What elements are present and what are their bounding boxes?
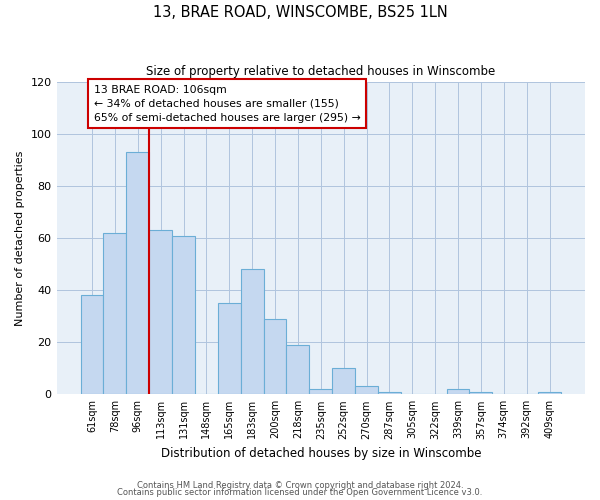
Bar <box>310 389 332 394</box>
Bar <box>446 389 469 394</box>
Bar <box>149 230 172 394</box>
Bar <box>332 368 355 394</box>
Bar <box>218 303 241 394</box>
Bar <box>538 392 561 394</box>
Y-axis label: Number of detached properties: Number of detached properties <box>15 150 25 326</box>
Title: Size of property relative to detached houses in Winscombe: Size of property relative to detached ho… <box>146 65 496 78</box>
Bar <box>355 386 378 394</box>
Bar <box>80 296 103 394</box>
Bar <box>127 152 149 394</box>
Bar <box>172 236 195 394</box>
Text: Contains HM Land Registry data © Crown copyright and database right 2024.: Contains HM Land Registry data © Crown c… <box>137 480 463 490</box>
Bar <box>378 392 401 394</box>
Text: 13, BRAE ROAD, WINSCOMBE, BS25 1LN: 13, BRAE ROAD, WINSCOMBE, BS25 1LN <box>152 5 448 20</box>
Text: 13 BRAE ROAD: 106sqm
← 34% of detached houses are smaller (155)
65% of semi-deta: 13 BRAE ROAD: 106sqm ← 34% of detached h… <box>94 84 361 122</box>
Bar <box>286 345 310 395</box>
Bar <box>263 319 286 394</box>
Bar <box>469 392 493 394</box>
Bar <box>103 233 127 394</box>
Bar <box>241 270 263 394</box>
Text: Contains public sector information licensed under the Open Government Licence v3: Contains public sector information licen… <box>118 488 482 497</box>
X-axis label: Distribution of detached houses by size in Winscombe: Distribution of detached houses by size … <box>161 447 481 460</box>
